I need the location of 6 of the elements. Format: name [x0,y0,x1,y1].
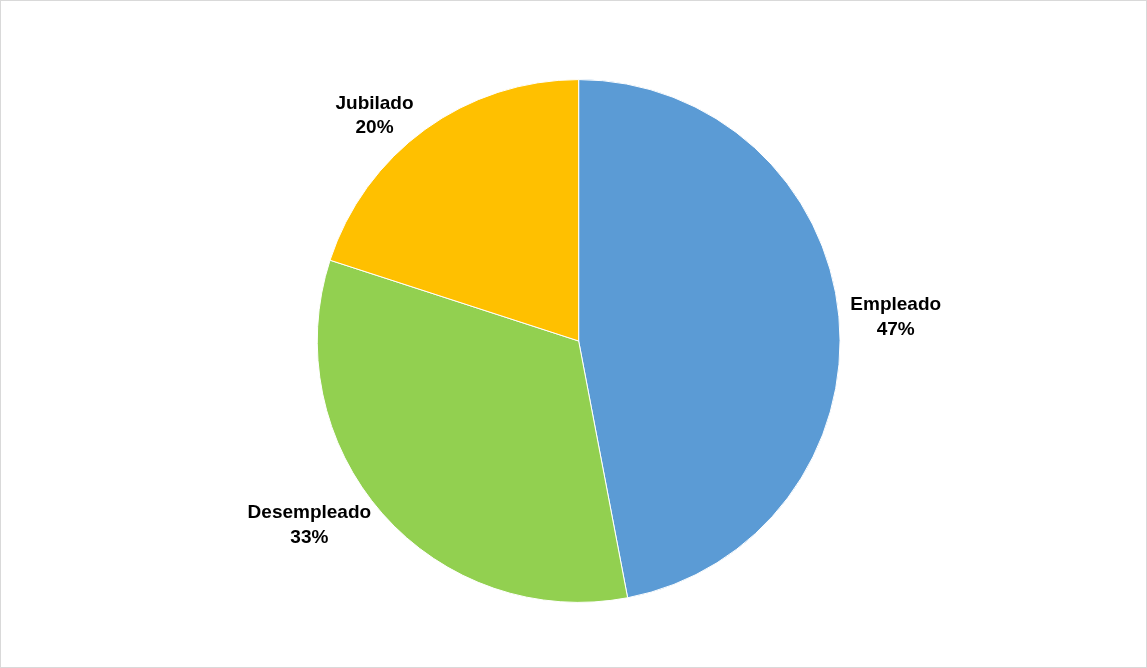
data-label: 20% [355,116,394,138]
slice-label: Empleado [850,293,942,315]
slice-label: Desempleado [247,501,372,523]
slice-label: Jubilado [335,91,414,113]
data-label: 33% [290,525,329,547]
data-label: 47% [876,318,915,340]
